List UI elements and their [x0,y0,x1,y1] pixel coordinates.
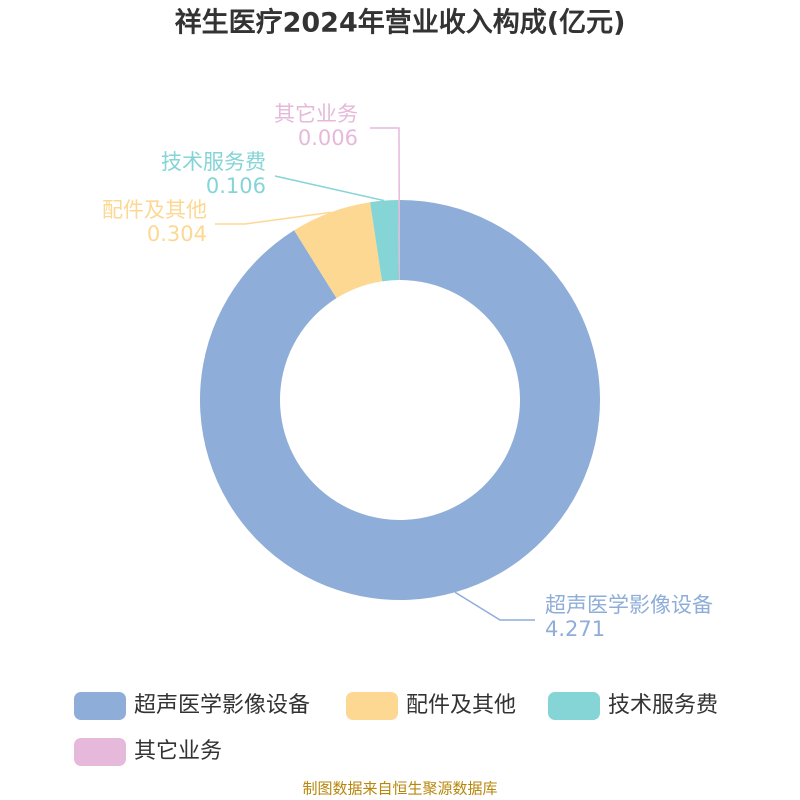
legend-label: 其它业务 [134,739,222,764]
donut-slice [199,200,600,600]
slice-label-name: 其它业务 [274,102,358,126]
legend-swatch [74,738,126,766]
slice-label-value: 0.006 [298,126,358,150]
legend-label: 配件及其他 [406,693,516,718]
slice-label-value: 0.304 [147,222,207,246]
slice-label-value: 0.106 [206,174,266,198]
donut-slice [398,200,400,281]
legend-label: 超声医学影像设备 [134,693,310,718]
leader-line [454,591,535,621]
leader-line [370,127,400,201]
legend-label: 技术服务费 [608,693,718,718]
chart-title: 祥生医疗2024年营业收入构成(亿元) [175,7,626,39]
slice-label-name: 超声医学影像设备 [545,593,713,617]
slice-label-name: 配件及其他 [102,198,207,222]
source-note: 制图数据来自恒生聚源数据库 [302,780,497,798]
legend-swatch [74,692,126,720]
leader-line [274,175,385,202]
leader-line [215,211,331,225]
donut-slice [370,200,400,282]
donut-slice [294,202,383,299]
slice-label-name: 技术服务费 [161,150,266,174]
slice-label-value: 4.271 [545,617,605,641]
legend-swatch [346,692,398,720]
legend-swatch [548,692,600,720]
